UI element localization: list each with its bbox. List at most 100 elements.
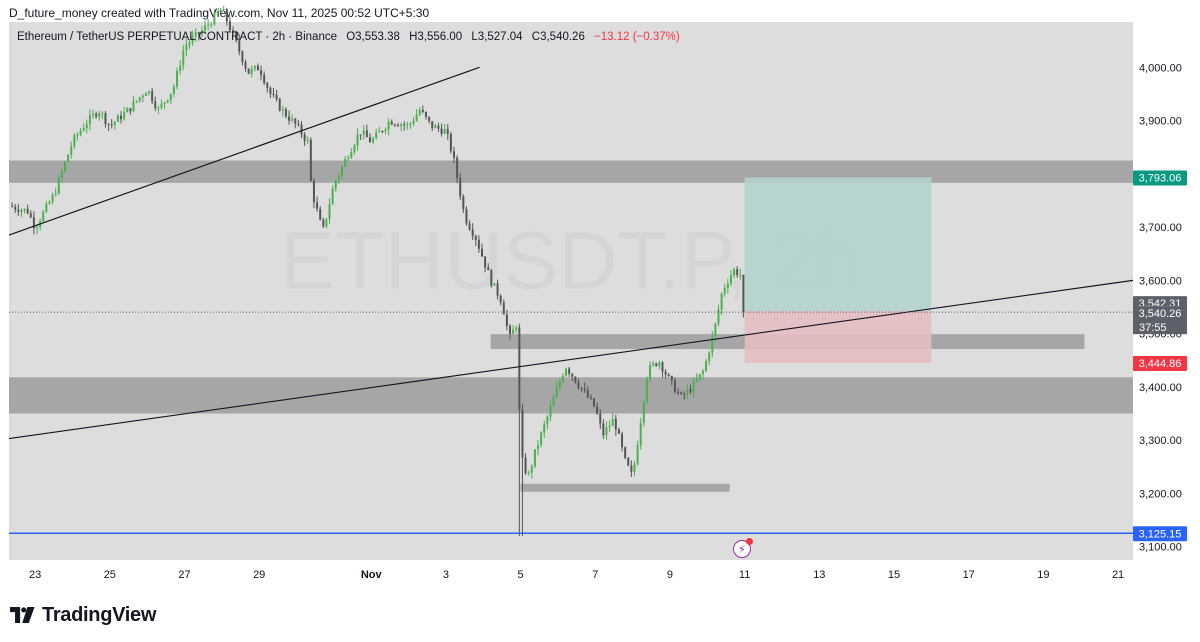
candle-body-156 (496, 283, 499, 296)
candle-body-111 (356, 134, 359, 146)
candle-body-89 (288, 116, 291, 121)
candle-body-19 (70, 146, 73, 155)
x-tick-label-10: 13 (813, 569, 825, 581)
candle-body-202 (639, 422, 642, 446)
candle-body-65 (213, 13, 216, 25)
candle-body-146 (465, 209, 468, 224)
candle-body-11 (45, 203, 48, 212)
candle-body-188 (596, 406, 599, 414)
candle-body-56 (185, 44, 188, 51)
position-target-zone[interactable] (744, 177, 932, 312)
candle-body-184 (583, 388, 586, 391)
candle-body-234 (739, 274, 742, 276)
candle-body-62 (204, 25, 207, 31)
tradingview-mark-icon (10, 607, 35, 623)
candle-body-34 (116, 115, 119, 122)
zone-rectangle-4[interactable] (520, 483, 730, 492)
y-tick-label-1: 3,900.00 (1139, 116, 1182, 128)
candle-body-51 (169, 93, 172, 101)
close-value: 3,540.26 (540, 31, 585, 43)
candle-body-198 (627, 457, 630, 466)
candle-body-2 (17, 209, 20, 213)
candle-body-189 (599, 413, 602, 424)
candle-body-149 (474, 236, 477, 240)
candle-body-71 (232, 30, 235, 32)
candle-body-40 (135, 100, 138, 102)
candle-body-196 (621, 433, 624, 448)
y-tick-label-8: 3,200.00 (1139, 488, 1182, 500)
candle-body-75 (244, 62, 247, 69)
candle-body-186 (589, 397, 592, 399)
candle-body-7 (32, 217, 35, 229)
flash-alert-icon[interactable]: ⚡ (733, 538, 753, 558)
candle-body-0 (11, 205, 14, 207)
low-label: L (471, 31, 478, 43)
zone-rectangle-3[interactable] (9, 377, 1133, 414)
tradingview-logo: TradingView (10, 603, 156, 627)
time-axis-bg (9, 560, 1133, 587)
candle-body-78 (253, 65, 256, 69)
candle-body-27 (95, 113, 98, 117)
x-tick-label-2: 27 (178, 569, 190, 581)
candle-body-68 (222, 9, 225, 11)
symbol-name: Ethereum / TetherUS PERPETUAL CONTRACT ·… (17, 31, 337, 43)
candle-body-155 (493, 283, 496, 286)
position-stop-zone[interactable] (744, 311, 932, 363)
candle-body-204 (645, 378, 648, 402)
candle-body-49 (163, 102, 166, 104)
candle-body-187 (593, 398, 596, 407)
candle-body-144 (459, 178, 462, 197)
candle-body-141 (449, 133, 452, 152)
candle-body-96 (309, 139, 312, 181)
candle-body-83 (269, 87, 272, 94)
candle-body-143 (456, 157, 459, 179)
trendline-2[interactable] (8, 279, 1134, 440)
candle-body-4 (23, 208, 26, 211)
candle-body-15 (57, 177, 60, 194)
candle-body-33 (113, 121, 116, 125)
y-tick-label-6: 3,400.00 (1139, 382, 1182, 394)
candle-body-14 (54, 193, 57, 195)
candle-body-228 (720, 293, 723, 310)
candle-body-192 (608, 425, 611, 428)
price-chart[interactable]: ETHUSDT.P, 2h 4,000.003,900.003,800.003,… (0, 0, 1200, 600)
candle-body-44 (148, 91, 151, 94)
y-tick-label-7: 3,300.00 (1139, 435, 1182, 447)
candle-body-70 (228, 21, 231, 31)
candle-body-97 (312, 180, 315, 203)
candle-body-197 (624, 447, 627, 458)
candle-body-82 (266, 83, 269, 88)
close-label: C (531, 31, 541, 43)
candle-body-229 (723, 288, 726, 294)
zone-rectangle-1[interactable] (9, 160, 1133, 183)
candle-body-174 (552, 397, 555, 407)
candle-body-17 (64, 161, 67, 172)
candle-body-35 (120, 115, 123, 120)
candle-body-13 (51, 194, 54, 203)
candle-body-154 (490, 270, 493, 286)
candle-body-177 (561, 375, 564, 382)
candle-body-41 (138, 97, 141, 101)
candle-body-163 (518, 327, 521, 410)
trendline-1[interactable] (8, 66, 480, 236)
candle-body-60 (197, 32, 200, 35)
candle-body-31 (107, 123, 110, 125)
candle-body-48 (160, 103, 163, 108)
candle-body-137 (437, 125, 440, 129)
candle-body-98 (316, 202, 319, 209)
candle-body-99 (319, 208, 322, 220)
candle-body-77 (250, 68, 253, 74)
candle-body-138 (440, 128, 443, 134)
candle-body-164 (521, 409, 524, 458)
candle-body-104 (334, 180, 337, 189)
candle-body-150 (477, 239, 480, 249)
candle-body-91 (294, 118, 297, 124)
candle-body-172 (546, 416, 549, 425)
price-label-3: 3,444.86 (1139, 358, 1182, 370)
candle-body-181 (574, 376, 577, 383)
candle-body-178 (565, 368, 568, 376)
candle-body-129 (412, 120, 415, 124)
high-value: 3,556.00 (417, 31, 463, 43)
candle-body-173 (549, 406, 552, 417)
candle-body-106 (340, 166, 343, 176)
